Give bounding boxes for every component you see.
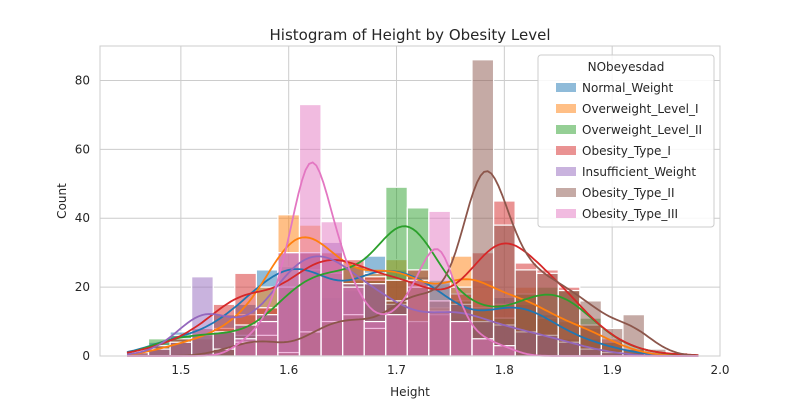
legend-swatch — [556, 125, 576, 134]
legend-swatch — [556, 209, 576, 218]
y-tick-label: 60 — [75, 142, 90, 156]
y-tick-label: 0 — [82, 349, 90, 363]
x-tick-label: 1.9 — [603, 363, 622, 377]
histogram-bar — [492, 345, 516, 357]
y-axis-ticks: 0 20 40 60 80 — [75, 73, 90, 363]
x-tick-label: 2.0 — [710, 363, 729, 377]
y-tick-label: 40 — [75, 211, 90, 225]
legend-label: Obesity_Type_I — [582, 144, 671, 158]
histogram-bar — [363, 320, 387, 357]
histogram-bar — [298, 103, 322, 357]
legend-items: Normal_Weight Overweight_Level_I Overweigh… — [556, 81, 702, 221]
legend-label: Insufficient_Weight — [582, 165, 696, 179]
histogram-bar — [471, 59, 495, 357]
legend: NObeyesdad Normal_Weight Overweight_Level… — [537, 54, 715, 228]
legend-label: Obesity_Type_II — [582, 186, 674, 200]
x-tick-label: 1.7 — [387, 363, 406, 377]
legend-label: Overweight_Level_II — [582, 123, 702, 137]
histogram-bar — [342, 286, 365, 357]
legend-swatch — [556, 146, 576, 155]
chart-title: Histogram of Height by Obesity Level — [270, 26, 551, 44]
histogram-bar — [406, 279, 430, 357]
series-bars — [234, 103, 516, 357]
legend-box — [537, 54, 715, 228]
x-axis-label: Height — [390, 385, 430, 399]
y-tick-label: 20 — [75, 280, 90, 294]
plot-frame — [99, 45, 721, 357]
x-tick-label: 1.8 — [495, 363, 514, 377]
legend-label: Obesity_Type_III — [582, 207, 678, 221]
x-axis-ticks: 1.5 1.6 1.7 1.8 1.9 2.0 — [171, 363, 729, 377]
histogram-bar — [449, 320, 473, 357]
x-tick-label: 1.5 — [171, 363, 190, 377]
y-tick-label: 80 — [75, 73, 90, 87]
y-axis-label: Count — [55, 183, 69, 219]
kde-line — [127, 170, 699, 357]
legend-swatch — [556, 167, 576, 176]
x-tick-label: 1.6 — [279, 363, 298, 377]
legend-title: NObeyesdad — [588, 60, 665, 74]
kde-line — [126, 268, 699, 357]
kde-line — [126, 236, 699, 357]
legend-swatch — [556, 188, 576, 197]
legend-swatch — [556, 104, 576, 113]
kde-line — [126, 255, 699, 357]
legend-label: Overweight_Level_I — [582, 102, 699, 116]
histogram-bar — [471, 338, 495, 357]
legend-label: Normal_Weight — [582, 81, 674, 95]
legend-swatch — [556, 83, 576, 92]
histogram-bar — [255, 320, 279, 357]
histogram-bar — [385, 314, 408, 357]
